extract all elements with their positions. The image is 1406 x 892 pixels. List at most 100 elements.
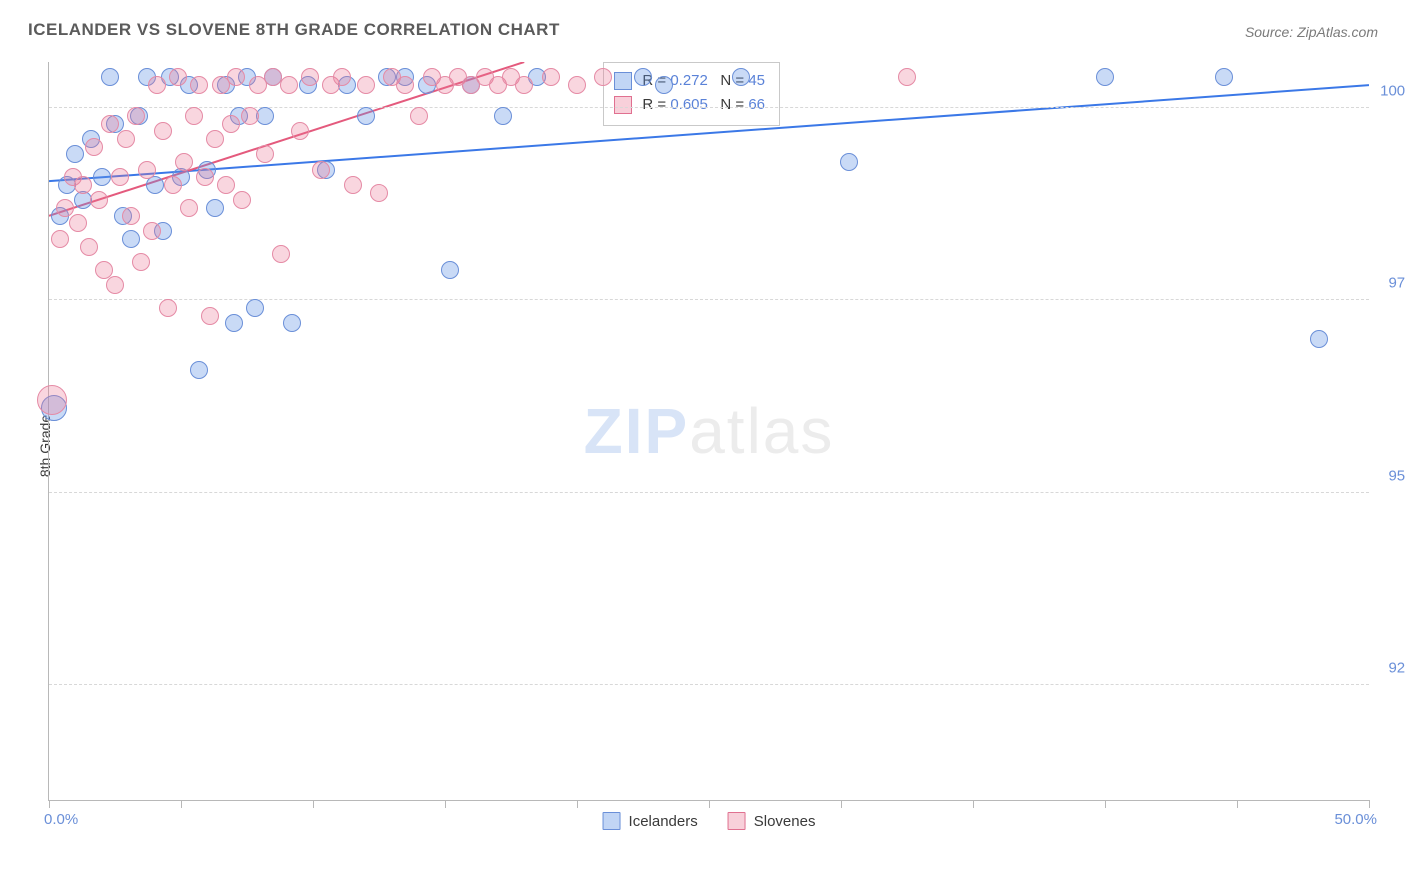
gridline xyxy=(49,684,1369,685)
data-point xyxy=(190,76,208,94)
legend-item: Icelanders xyxy=(603,812,698,830)
data-point xyxy=(655,76,673,94)
data-point xyxy=(143,222,161,240)
gridline xyxy=(49,492,1369,493)
legend-swatch xyxy=(603,812,621,830)
data-point xyxy=(37,385,67,415)
data-point xyxy=(344,176,362,194)
legend-swatch xyxy=(614,96,632,114)
data-point xyxy=(301,68,319,86)
source-text: Source: ZipAtlas.com xyxy=(1245,24,1378,40)
data-point xyxy=(169,68,187,86)
data-point xyxy=(396,76,414,94)
data-point xyxy=(246,299,264,317)
data-point xyxy=(1096,68,1114,86)
data-point xyxy=(634,68,652,86)
data-point xyxy=(196,168,214,186)
data-point xyxy=(333,68,351,86)
data-point xyxy=(222,115,240,133)
data-point xyxy=(90,191,108,209)
data-point xyxy=(280,76,298,94)
data-point xyxy=(148,76,166,94)
data-point xyxy=(256,145,274,163)
x-tick-label: 50.0% xyxy=(1334,811,1377,828)
data-point xyxy=(1310,330,1328,348)
x-tick xyxy=(313,800,314,808)
data-point xyxy=(840,153,858,171)
data-point xyxy=(227,68,245,86)
data-point xyxy=(312,161,330,179)
data-point xyxy=(201,307,219,325)
data-point xyxy=(542,68,560,86)
watermark: ZIPatlas xyxy=(584,394,835,468)
data-point xyxy=(217,176,235,194)
y-tick-label: 100.0% xyxy=(1380,83,1406,100)
data-point xyxy=(180,199,198,217)
x-tick xyxy=(49,800,50,808)
x-tick xyxy=(841,800,842,808)
data-point xyxy=(283,314,301,332)
data-point xyxy=(185,107,203,125)
data-point xyxy=(206,130,224,148)
x-tick xyxy=(445,800,446,808)
trend-lines xyxy=(49,62,1369,800)
data-point xyxy=(146,176,164,194)
data-point xyxy=(291,122,309,140)
data-point xyxy=(357,107,375,125)
watermark-atlas: atlas xyxy=(689,395,834,467)
data-point xyxy=(441,261,459,279)
x-tick-label: 0.0% xyxy=(44,811,78,828)
x-tick xyxy=(1105,800,1106,808)
data-point xyxy=(154,122,172,140)
data-point xyxy=(101,115,119,133)
data-point xyxy=(56,199,74,217)
data-point xyxy=(190,361,208,379)
series-legend: Icelanders Slovenes xyxy=(603,812,816,830)
data-point xyxy=(272,245,290,263)
data-point xyxy=(159,299,177,317)
data-point xyxy=(410,107,428,125)
chart-title: ICELANDER VS SLOVENE 8TH GRADE CORRELATI… xyxy=(28,20,560,40)
x-tick xyxy=(1237,800,1238,808)
data-point xyxy=(101,68,119,86)
data-point xyxy=(122,230,140,248)
x-tick xyxy=(577,800,578,808)
data-point xyxy=(80,238,98,256)
data-point xyxy=(74,176,92,194)
legend-swatch xyxy=(728,812,746,830)
data-point xyxy=(732,68,750,86)
data-point xyxy=(51,230,69,248)
x-tick xyxy=(1369,800,1370,808)
data-point xyxy=(225,314,243,332)
y-tick-label: 97.5% xyxy=(1388,275,1406,292)
data-point xyxy=(898,68,916,86)
legend-swatch xyxy=(614,72,632,90)
data-point xyxy=(206,199,224,217)
data-point xyxy=(515,76,533,94)
chart-area: ZIPatlas R = 0.272 N = 45R = 0.605 N = 6… xyxy=(48,62,1369,801)
stat-row: R = 0.605 N = 66 xyxy=(614,93,765,117)
data-point xyxy=(494,107,512,125)
data-point xyxy=(132,253,150,271)
y-tick-label: 95.0% xyxy=(1388,467,1406,484)
data-point xyxy=(111,168,129,186)
watermark-zip: ZIP xyxy=(584,395,690,467)
x-tick xyxy=(709,800,710,808)
data-point xyxy=(241,107,259,125)
data-point xyxy=(85,138,103,156)
data-point xyxy=(233,191,251,209)
legend-label: Icelanders xyxy=(629,813,698,830)
data-point xyxy=(1215,68,1233,86)
data-point xyxy=(164,176,182,194)
data-point xyxy=(122,207,140,225)
x-tick xyxy=(181,800,182,808)
data-point xyxy=(256,107,274,125)
x-tick xyxy=(973,800,974,808)
stat-text: R = 0.605 N = 66 xyxy=(642,93,765,117)
data-point xyxy=(594,68,612,86)
data-point xyxy=(357,76,375,94)
data-point xyxy=(568,76,586,94)
legend-item: Slovenes xyxy=(728,812,816,830)
data-point xyxy=(138,161,156,179)
data-point xyxy=(127,107,145,125)
